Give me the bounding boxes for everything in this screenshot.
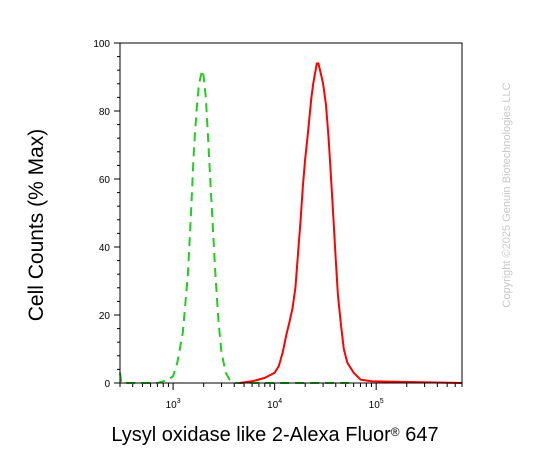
x-axis-label: Lysyl oxidase like 2-Alexa Fluor® 647 [0, 424, 550, 447]
stained-histogram-line [239, 62, 463, 384]
x-axis-label-main: Lysyl oxidase like 2-Alexa Fluor [111, 424, 391, 446]
histogram-series [119, 62, 463, 384]
y-tick-label: 100 [93, 39, 110, 50]
x-tick-label: 103 [166, 398, 181, 411]
y-tick-label: 20 [99, 311, 111, 322]
registered-mark: ® [390, 425, 400, 439]
plot-frame [119, 42, 463, 384]
y-tick-label: 0 [104, 379, 110, 390]
control-histogram-line [119, 69, 350, 384]
y-tick-label: 60 [99, 175, 111, 186]
y-tick-label: 40 [99, 243, 111, 254]
x-tick-label: 105 [369, 398, 384, 411]
y-axis-label: Cell Counts (% Max) [25, 128, 48, 322]
x-axis-label-tail: 647 [399, 424, 439, 446]
copyright-watermark: Copyright ©2025 Genuin Biotechnologies L… [501, 82, 513, 308]
y-tick-label: 80 [99, 107, 111, 118]
x-tick-label: 104 [267, 398, 282, 411]
axis-ticks: 0 20 40 60 80 100 103 104 105 [93, 39, 463, 411]
